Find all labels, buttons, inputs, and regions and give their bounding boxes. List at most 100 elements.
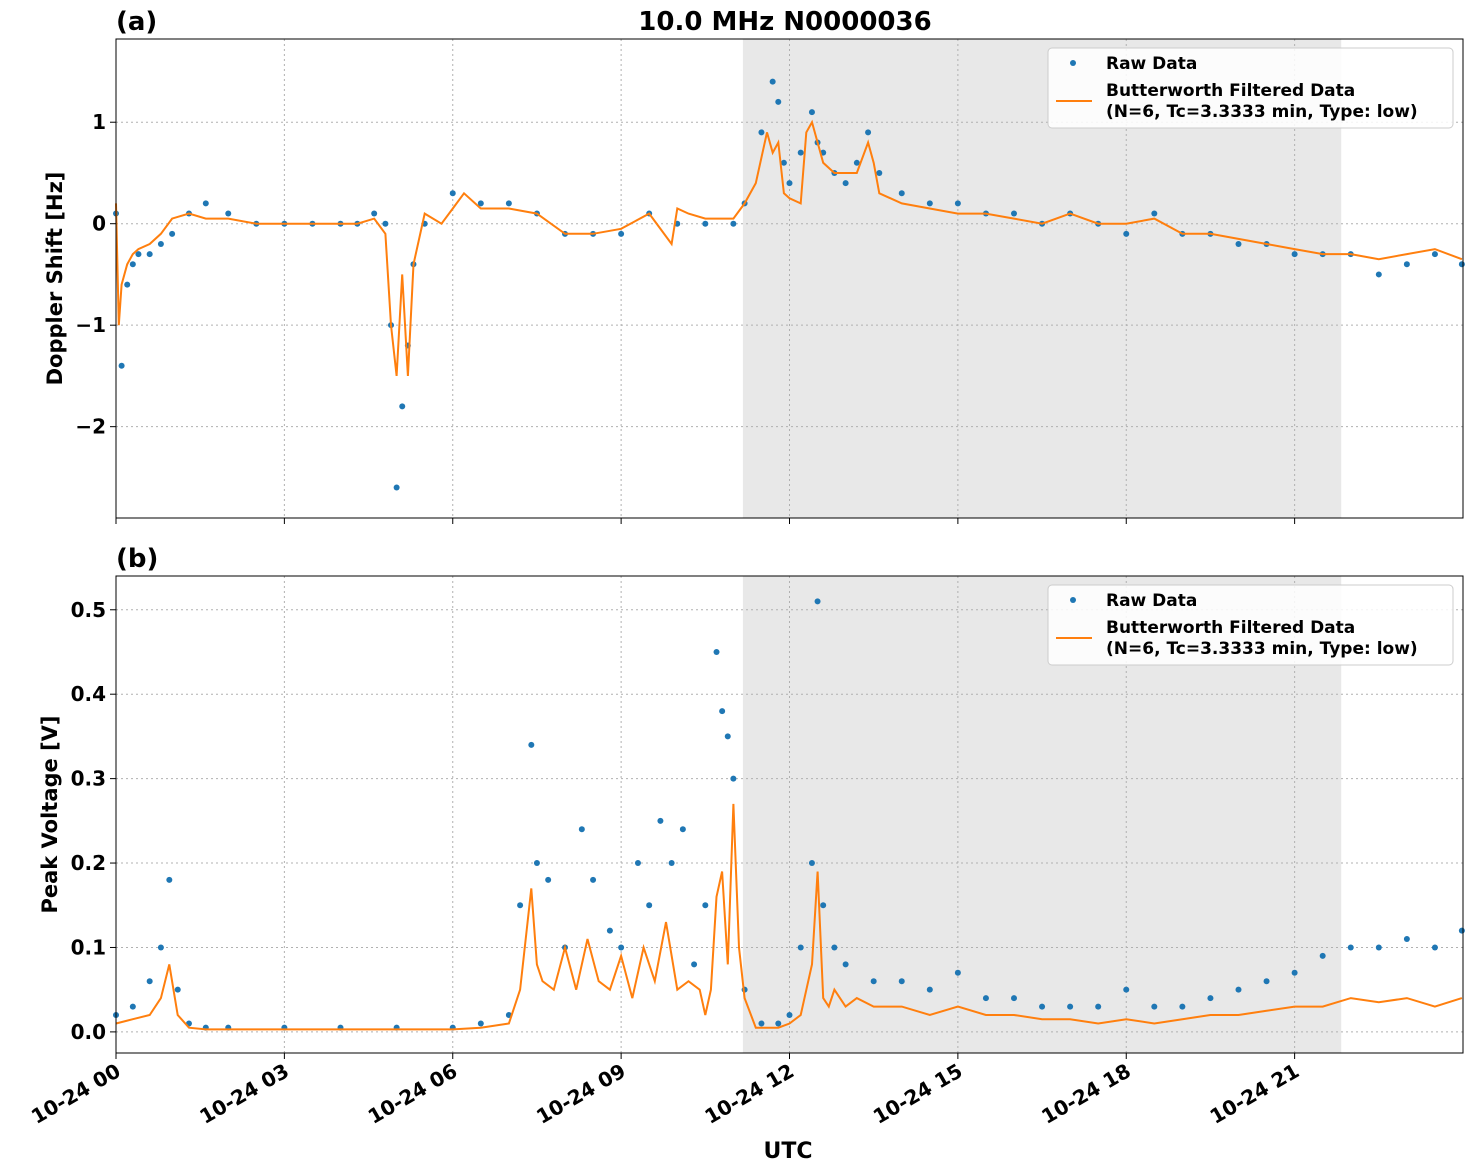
- raw-data-point: [129, 1003, 136, 1010]
- raw-data-point: [646, 902, 653, 909]
- legend-filtered-label-line2: (N=6, Tc=3.3333 min, Type: low): [1106, 639, 1418, 659]
- raw-data-point: [449, 190, 456, 197]
- y-tick-label: 0.2: [71, 851, 106, 875]
- x-tick-label: 10-24 18: [1037, 1059, 1135, 1129]
- legend-raw-label: Raw Data: [1106, 54, 1197, 74]
- panel-b-label: (b): [116, 544, 158, 574]
- raw-data-point: [225, 210, 232, 217]
- raw-data-point: [780, 159, 787, 166]
- raw-data-point: [730, 775, 737, 782]
- raw-data-point: [1263, 978, 1270, 985]
- x-tick-label: 10-24 12: [700, 1059, 798, 1129]
- raw-data-point: [157, 944, 164, 951]
- raw-data-point: [713, 648, 720, 655]
- panel-b: 0.0 0.1 0.2 0.3 0.4 0.5 Peak Voltage [V] 10-24 …: [27, 575, 1465, 1129]
- raw-data-point: [1403, 261, 1410, 268]
- panels-group: 1 0 −1 −2 Doppler Shift [Hz] Raw Data Butterwo…: [27, 38, 1465, 1129]
- raw-data-point: [393, 484, 400, 491]
- legend-raw-label: Raw Data: [1106, 591, 1197, 611]
- raw-data-point: [808, 860, 815, 867]
- raw-data-point: [853, 159, 860, 166]
- raw-data-point: [590, 876, 597, 883]
- x-tick-label: 10-24 03: [195, 1059, 293, 1129]
- raw-data-point: [926, 200, 933, 207]
- raw-data-point: [606, 927, 613, 934]
- raw-data-point: [775, 1020, 782, 1027]
- raw-data-point: [719, 708, 726, 715]
- y-tick-label: 0.3: [71, 767, 106, 791]
- raw-data-point: [926, 986, 933, 993]
- y-tick-label: −2: [75, 415, 106, 439]
- raw-data-point: [517, 902, 524, 909]
- legend: Raw Data Butterworth Filtered Data(N=6, T…: [1047, 584, 1454, 666]
- raw-data-point: [618, 944, 625, 951]
- x-axis-label: UTC: [763, 1139, 812, 1164]
- raw-data-point: [505, 200, 512, 207]
- panel-a-label: (a): [116, 7, 157, 37]
- legend-filtered-label-line1: Butterworth Filtered Data: [1106, 618, 1355, 638]
- raw-data-point: [477, 1020, 484, 1027]
- raw-data-point: [129, 261, 136, 268]
- raw-data-point: [202, 200, 209, 207]
- raw-data-point: [174, 986, 181, 993]
- raw-data-point: [842, 961, 849, 968]
- panel-a: 1 0 −1 −2 Doppler Shift [Hz] Raw Data Butterwo…: [43, 38, 1465, 524]
- raw-data-point: [679, 826, 686, 833]
- raw-data-point: [814, 598, 821, 605]
- raw-data-point: [1011, 210, 1017, 217]
- x-tick-label: 10-24 09: [532, 1059, 630, 1129]
- raw-data-point: [724, 733, 731, 740]
- x-tick-label: 10-24 06: [364, 1059, 462, 1129]
- raw-data-point: [118, 362, 125, 369]
- raw-data-point: [786, 1012, 793, 1019]
- raw-data-point: [1319, 952, 1326, 959]
- raw-data-point: [1179, 1003, 1186, 1010]
- raw-data-point: [618, 230, 625, 237]
- raw-data-point: [1431, 251, 1438, 258]
- raw-data-point: [982, 995, 989, 1002]
- raw-data-point: [730, 220, 737, 227]
- raw-data-point: [954, 969, 961, 976]
- legend-raw-marker: [1070, 60, 1076, 66]
- raw-data-point: [808, 109, 815, 116]
- legend-box: [1047, 584, 1454, 666]
- chart-title: 10.0 MHz N0000036: [638, 7, 931, 37]
- raw-data-point: [578, 826, 585, 833]
- raw-data-point: [898, 190, 905, 197]
- raw-data-point: [820, 902, 827, 909]
- raw-data-point: [1207, 995, 1214, 1002]
- legend-filtered-label-line2: (N=6, Tc=3.3333 min, Type: low): [1106, 102, 1418, 122]
- raw-data-point: [691, 961, 698, 968]
- raw-data-point: [399, 403, 406, 410]
- raw-data-point: [898, 978, 905, 985]
- legend-filtered-label-line1: Butterworth Filtered Data: [1106, 81, 1355, 101]
- y-tick-label: −1: [75, 313, 106, 337]
- raw-data-point: [533, 860, 540, 867]
- raw-data-point: [876, 169, 883, 176]
- raw-data-point: [1235, 240, 1242, 247]
- x-tick-label: 10-24 00: [27, 1059, 125, 1129]
- raw-data-point: [1375, 271, 1382, 278]
- raw-data-point: [166, 876, 173, 883]
- raw-data-point: [769, 78, 776, 85]
- raw-data-point: [1123, 230, 1130, 237]
- raw-data-point: [477, 200, 484, 207]
- filtered-data-line: [115, 119, 1463, 377]
- raw-data-point: [1291, 969, 1298, 976]
- raw-data-point: [528, 741, 535, 748]
- raw-data-point: [1095, 1003, 1102, 1010]
- raw-data-point: [1151, 1003, 1158, 1010]
- y-axis-label: Doppler Shift [Hz]: [43, 172, 67, 386]
- y-tick-label: 0: [92, 212, 106, 236]
- raw-data-point: [1235, 986, 1242, 993]
- raw-data-point: [1375, 944, 1382, 951]
- raw-data-point: [657, 817, 664, 824]
- raw-data-point: [1151, 210, 1158, 217]
- y-axis-label: Peak Voltage [V]: [38, 715, 62, 913]
- raw-data-point: [797, 944, 804, 951]
- raw-data-point: [1458, 927, 1465, 934]
- raw-data-point: [135, 251, 142, 258]
- y-tick-label: 1: [92, 110, 106, 134]
